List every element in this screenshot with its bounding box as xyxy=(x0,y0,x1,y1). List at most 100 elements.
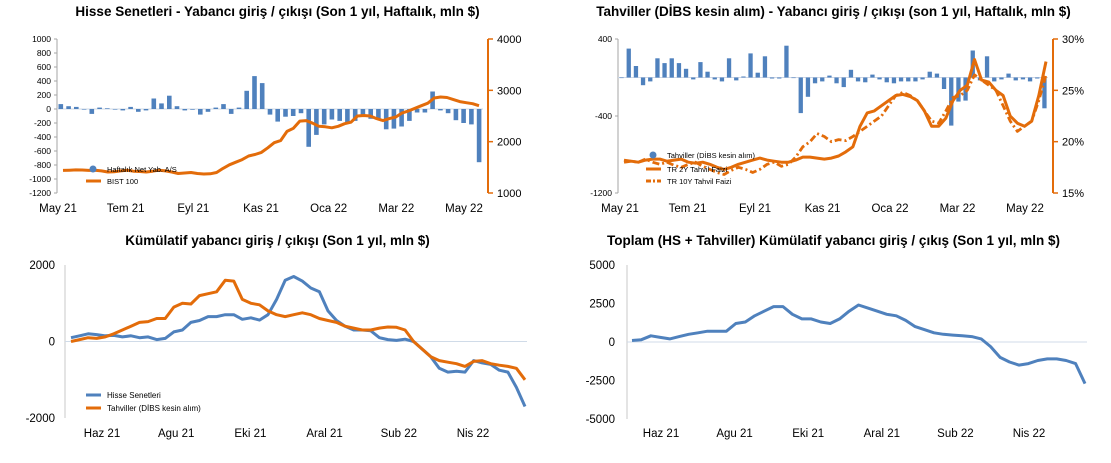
bar xyxy=(640,77,646,86)
chart-title: Kümülatif yabancı giriş / çıkışı (Son 1 … xyxy=(125,233,430,248)
bar xyxy=(422,109,428,113)
bar xyxy=(626,48,631,78)
bar xyxy=(755,72,760,78)
y2-tick-label: 15% xyxy=(1062,188,1084,200)
bar xyxy=(368,109,373,119)
legend-label: Tahviller (DİBS kesin alım) xyxy=(107,404,201,413)
bar xyxy=(762,56,768,78)
bar xyxy=(1006,73,1011,78)
bar xyxy=(1020,77,1026,80)
bar xyxy=(329,109,335,120)
bond-flows-chart: Tahviller (DİBS kesin alım) - Yabancı gi… xyxy=(556,0,1111,231)
total-cumulative-line xyxy=(631,303,1087,385)
x-tick-label: Tem 21 xyxy=(107,203,145,215)
bar xyxy=(648,77,653,82)
bar xyxy=(719,77,725,82)
bar xyxy=(683,68,689,78)
bar xyxy=(244,90,249,109)
bar xyxy=(469,109,474,125)
chart-title: Hisse Senetleri - Yabancı giriş / çıkışı… xyxy=(75,4,480,19)
x-tick-label: Aral 21 xyxy=(306,428,342,440)
y-tick-label: -400 xyxy=(34,132,51,142)
y2-tick-label: 4000 xyxy=(497,34,521,46)
x-tick-label: Nis 22 xyxy=(457,428,490,440)
bar xyxy=(1035,77,1040,79)
bar xyxy=(705,71,710,78)
y2-tick-label: 3000 xyxy=(497,85,521,97)
x-tick-label: Oca 22 xyxy=(310,203,347,215)
bar xyxy=(476,109,482,163)
bar xyxy=(128,106,133,109)
bar xyxy=(376,109,381,120)
bar xyxy=(190,109,195,110)
x-tick-label: Kas 21 xyxy=(243,203,279,215)
bar xyxy=(461,109,466,123)
bar xyxy=(777,77,782,79)
bar xyxy=(1027,77,1033,82)
bar xyxy=(120,109,126,111)
legend-label: TR 10Y Tahvil Faizi xyxy=(667,177,732,186)
y-tick-label: -2500 xyxy=(586,376,615,388)
bond-flows-plot: 400 -400 -1200 30% 25% 20% 15% Tahviller (DİBS … xyxy=(590,34,1084,215)
x-tick-label: May 21 xyxy=(39,203,77,215)
x-tick-label: Haz 21 xyxy=(643,428,679,440)
bar xyxy=(913,77,918,82)
x-tick-label: Eyl 21 xyxy=(177,203,209,215)
bar xyxy=(698,62,703,78)
bar xyxy=(221,104,226,109)
y-tick-label: 5000 xyxy=(589,260,615,272)
bar xyxy=(891,77,897,84)
tr2y-line xyxy=(623,58,1048,171)
bar xyxy=(877,77,882,80)
bar xyxy=(360,109,366,115)
y-tick-label: -800 xyxy=(34,160,51,170)
bar xyxy=(167,95,172,109)
y-tick-label: -5000 xyxy=(586,414,615,426)
bar xyxy=(453,109,459,121)
x-tick-label: Agu 21 xyxy=(716,428,752,440)
bar xyxy=(906,77,911,82)
y-tick-label: -400 xyxy=(595,111,612,121)
bar xyxy=(855,77,861,82)
y2-tick-label: 25% xyxy=(1062,85,1084,97)
x-tick-label: Eki 21 xyxy=(234,428,266,440)
bar xyxy=(438,109,443,111)
bar xyxy=(805,77,811,97)
bar xyxy=(89,109,95,114)
cumulative-flows-chart: Kümülatif yabancı giriş / çıkışı (Son 1 … xyxy=(0,231,555,463)
bar xyxy=(205,109,211,112)
bar xyxy=(769,77,775,79)
bar xyxy=(399,109,404,127)
bar xyxy=(105,108,110,109)
bar xyxy=(1013,77,1018,81)
tr10y-line xyxy=(623,73,1048,176)
x-tick-label: Agu 21 xyxy=(158,428,194,440)
legend-marker-bars xyxy=(89,165,97,173)
y-tick-label: 2500 xyxy=(589,299,615,311)
bar xyxy=(445,109,451,114)
y-tick-label: -2000 xyxy=(26,413,55,425)
bar xyxy=(298,109,304,114)
bar xyxy=(741,76,746,78)
x-tick-label: Eki 21 xyxy=(792,428,824,440)
legend-label: Haftalık Net Yab. A/S xyxy=(107,165,177,174)
bar xyxy=(414,109,420,113)
y-tick-label: 1000 xyxy=(32,34,51,44)
bar xyxy=(791,77,796,79)
bar xyxy=(927,71,932,78)
bar xyxy=(848,69,854,78)
bar xyxy=(213,107,219,109)
y-tick-label: 400 xyxy=(37,76,51,86)
bar xyxy=(820,77,825,82)
bar xyxy=(863,77,868,83)
bar xyxy=(734,77,739,81)
y-tick-label: 0 xyxy=(46,104,51,114)
equity-cumulative-line xyxy=(70,275,527,408)
y-tick-label: -600 xyxy=(34,146,51,156)
bar xyxy=(228,109,234,114)
bar xyxy=(407,109,412,121)
y2-tick-label: 1000 xyxy=(497,188,521,200)
x-tick-label: Kas 21 xyxy=(805,203,841,215)
bar xyxy=(712,77,717,80)
